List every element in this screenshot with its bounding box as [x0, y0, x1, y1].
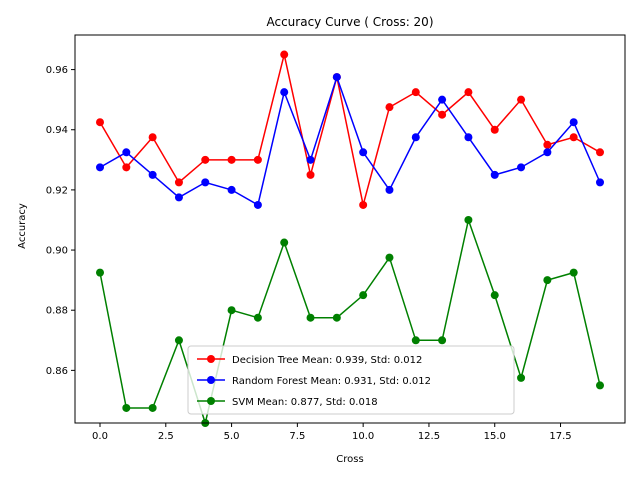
data-point — [306, 155, 315, 164]
y-tick-label: 0.92 — [46, 185, 68, 196]
series-line — [99, 74, 601, 207]
data-point — [490, 125, 499, 134]
data-point — [517, 163, 526, 172]
data-point — [122, 403, 131, 412]
y-tick-label: 0.96 — [46, 65, 68, 76]
plot-area — [96, 50, 604, 427]
data-point — [385, 103, 394, 112]
x-tick-label: 10.0 — [352, 431, 374, 442]
y-axis-label: Accuracy — [17, 203, 28, 249]
data-point — [596, 178, 604, 187]
data-point — [253, 313, 262, 322]
series-line — [99, 54, 601, 206]
data-point — [253, 155, 262, 164]
data-point — [359, 148, 368, 157]
legend: Decision Tree Mean: 0.939, Std: 0.012 Ran… — [187, 345, 515, 415]
data-point — [569, 133, 578, 142]
x-tick-label: 7.5 — [289, 431, 305, 442]
x-tick-label: 12.5 — [418, 431, 440, 442]
data-point — [148, 170, 157, 179]
legend-marker — [207, 397, 215, 405]
y-tick-label: 0.88 — [46, 306, 68, 317]
data-point — [96, 118, 104, 127]
series-2 — [96, 73, 604, 209]
legend-entry: SVM Mean: 0.877, Std: 0.018 — [197, 397, 378, 408]
data-point — [543, 276, 552, 285]
data-point — [174, 178, 183, 187]
series-3 — [96, 215, 604, 427]
data-point — [490, 170, 499, 179]
legend-entry: Decision Tree Mean: 0.939, Std: 0.012 — [197, 355, 422, 366]
data-point — [174, 336, 183, 345]
legend-label: Random Forest Mean: 0.931, Std: 0.012 — [232, 376, 431, 387]
data-point — [411, 336, 420, 345]
chart-title: Accuracy Curve ( Cross: 20) — [266, 15, 433, 29]
data-point — [517, 373, 526, 382]
data-point — [385, 185, 394, 194]
data-point — [543, 140, 552, 149]
data-point — [332, 313, 341, 322]
data-point — [464, 215, 473, 224]
data-point — [385, 253, 394, 262]
x-axis-label: Cross — [336, 454, 363, 465]
series-line — [99, 217, 601, 426]
x-tick-label: 2.5 — [158, 431, 174, 442]
data-point — [332, 73, 341, 82]
x-tick-label: 0.0 — [92, 431, 108, 442]
legend-label: Decision Tree Mean: 0.939, Std: 0.012 — [232, 355, 422, 366]
data-point — [96, 163, 104, 172]
data-point — [543, 148, 552, 157]
data-point — [438, 95, 447, 104]
data-point — [359, 200, 368, 209]
data-point — [227, 185, 236, 194]
legend-label: SVM Mean: 0.877, Std: 0.018 — [232, 397, 378, 408]
data-point — [227, 155, 236, 164]
y-tick-label: 0.86 — [46, 366, 68, 377]
data-point — [148, 403, 157, 412]
data-point — [148, 133, 157, 142]
data-point — [569, 268, 578, 277]
data-point — [438, 336, 447, 345]
x-tick-label: 5.0 — [224, 431, 240, 442]
y-tick-label: 0.90 — [46, 246, 68, 257]
data-point — [122, 163, 131, 172]
data-point — [569, 118, 578, 127]
data-point — [464, 88, 473, 97]
data-point — [306, 313, 315, 322]
data-point — [490, 291, 499, 300]
data-point — [280, 238, 289, 247]
data-point — [174, 193, 183, 202]
data-point — [411, 88, 420, 97]
data-point — [227, 306, 236, 315]
legend-marker — [207, 355, 215, 363]
legend-entry: Random Forest Mean: 0.931, Std: 0.012 — [197, 376, 431, 387]
data-point — [438, 110, 447, 119]
data-point — [280, 50, 289, 59]
data-point — [596, 148, 604, 157]
data-point — [201, 178, 210, 187]
x-axis-ticks: 0.0 2.5 5.0 7.5 10.0 12.5 15.0 17.5 — [92, 423, 572, 442]
data-point — [411, 133, 420, 142]
legend-box — [187, 345, 515, 415]
data-point — [122, 148, 131, 157]
data-point — [464, 133, 473, 142]
data-point — [280, 88, 289, 97]
data-point — [359, 291, 368, 300]
data-point — [517, 95, 526, 104]
x-tick-label: 15.0 — [484, 431, 506, 442]
data-point — [306, 170, 315, 179]
data-point — [201, 155, 210, 164]
axes-frame — [74, 34, 626, 424]
data-point — [596, 381, 604, 390]
x-tick-label: 17.5 — [549, 431, 571, 442]
data-point — [253, 200, 262, 209]
legend-marker — [207, 376, 215, 384]
y-axis-ticks: 0.86 0.88 0.90 0.92 0.94 0.96 — [46, 65, 75, 377]
y-tick-label: 0.94 — [46, 125, 68, 136]
data-point — [96, 268, 104, 277]
